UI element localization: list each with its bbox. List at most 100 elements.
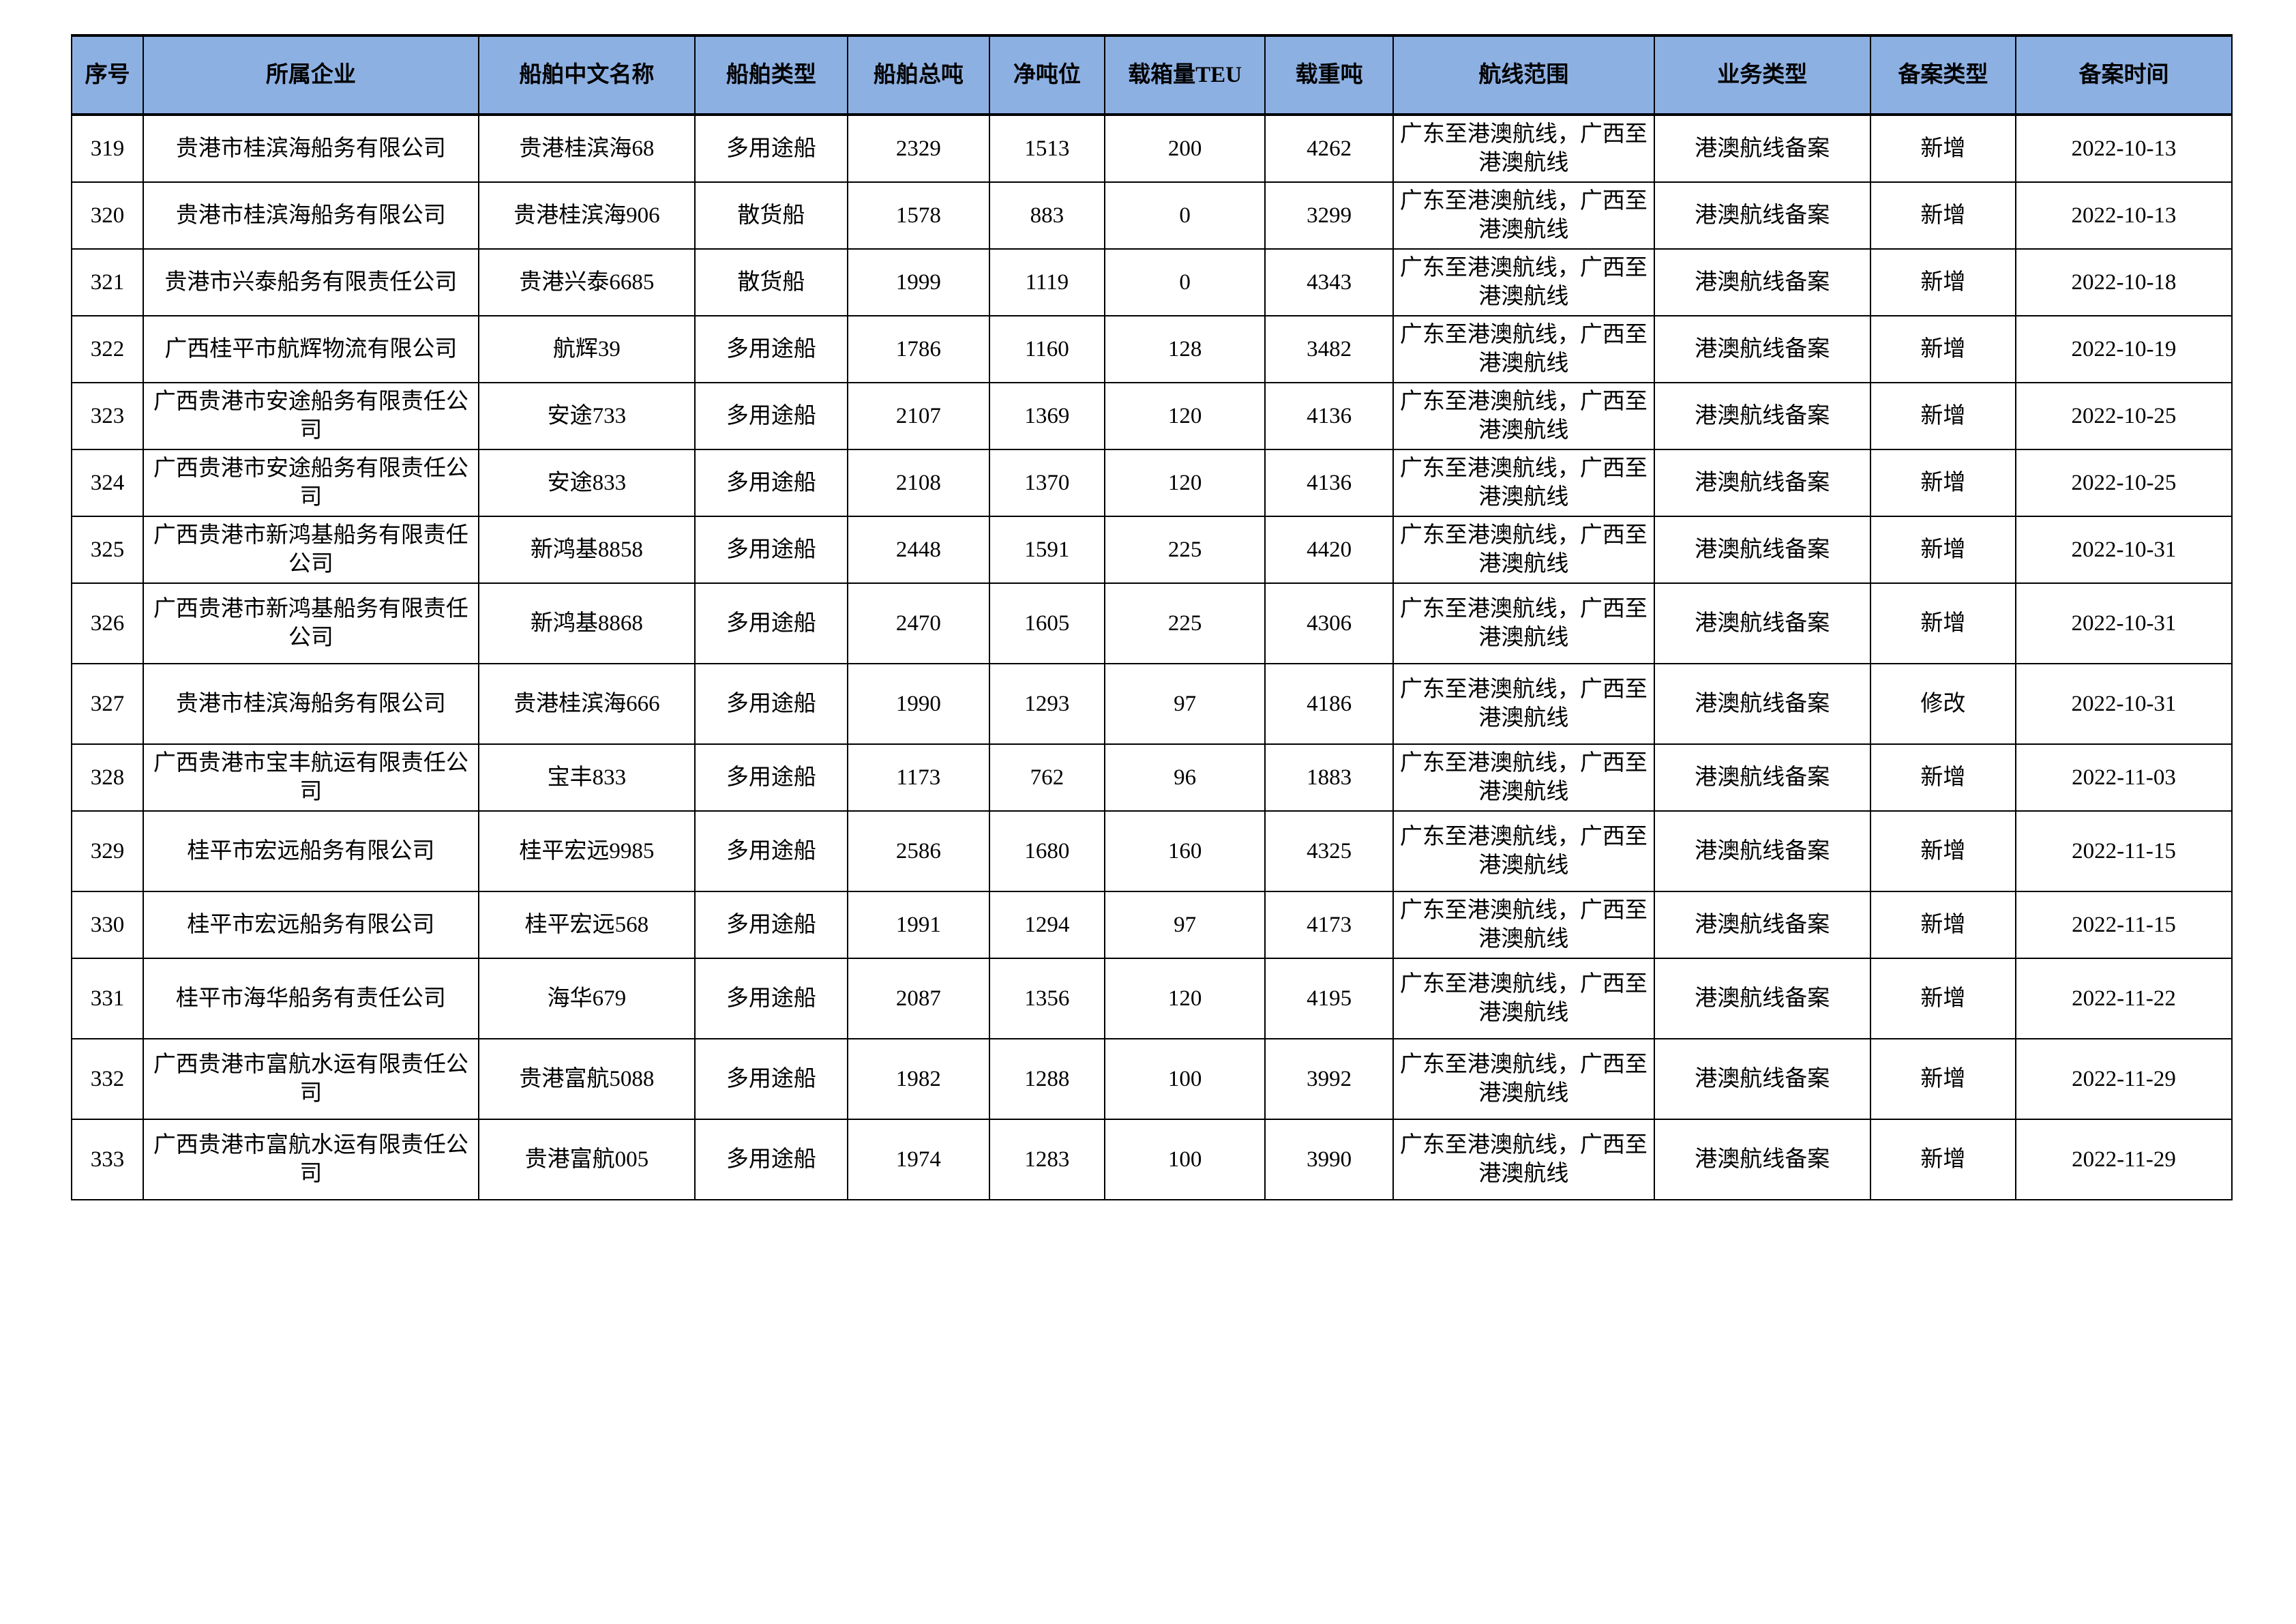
cell-recdate[interactable]: 2022-10-13: [2014, 181, 2233, 250]
cell-shiptype[interactable]: 多用途船: [694, 663, 848, 745]
cell-company[interactable]: 广西贵港市新鸿基船务有限责任公司: [142, 582, 479, 664]
cell-seq[interactable]: 328: [71, 743, 144, 812]
cell-teu[interactable]: 96: [1104, 743, 1266, 812]
cell-rectype[interactable]: 新增: [1869, 114, 2016, 183]
cell-biz[interactable]: 港澳航线备案: [1653, 958, 1871, 1039]
cell-teu[interactable]: 100: [1104, 1119, 1266, 1200]
cell-company[interactable]: 贵港市桂滨海船务有限公司: [142, 114, 479, 183]
cell-gross[interactable]: 2329: [846, 114, 990, 183]
cell-gross[interactable]: 1991: [846, 891, 990, 959]
cell-biz[interactable]: 港澳航线备案: [1653, 743, 1871, 812]
cell-biz[interactable]: 港澳航线备案: [1653, 248, 1871, 316]
cell-teu[interactable]: 225: [1104, 516, 1266, 584]
cell-biz[interactable]: 港澳航线备案: [1653, 181, 1871, 250]
cell-recdate[interactable]: 2022-11-03: [2014, 743, 2233, 812]
cell-biz[interactable]: 港澳航线备案: [1653, 1119, 1871, 1200]
cell-net[interactable]: 1283: [988, 1119, 1106, 1200]
cell-recdate[interactable]: 2022-11-29: [2014, 1119, 2233, 1200]
column-header-dwt[interactable]: 载重吨: [1264, 34, 1395, 116]
cell-teu[interactable]: 200: [1104, 114, 1266, 183]
cell-net[interactable]: 1513: [988, 114, 1106, 183]
cell-dwt[interactable]: 4325: [1264, 810, 1395, 892]
cell-shiptype[interactable]: 多用途船: [694, 114, 848, 183]
cell-net[interactable]: 1119: [988, 248, 1106, 316]
cell-shipname[interactable]: 新鸿基8858: [477, 516, 696, 584]
cell-shiptype[interactable]: 多用途船: [694, 582, 848, 664]
column-header-route[interactable]: 航线范围: [1392, 34, 1655, 116]
cell-biz[interactable]: 港澳航线备案: [1653, 315, 1871, 383]
cell-gross[interactable]: 1786: [846, 315, 990, 383]
cell-shiptype[interactable]: 多用途船: [694, 315, 848, 383]
column-header-teu[interactable]: 载箱量TEU: [1104, 34, 1266, 116]
cell-seq[interactable]: 325: [71, 516, 144, 584]
cell-shipname[interactable]: 航辉39: [477, 315, 696, 383]
cell-teu[interactable]: 160: [1104, 810, 1266, 892]
cell-gross[interactable]: 2586: [846, 810, 990, 892]
column-header-net[interactable]: 净吨位: [988, 34, 1106, 116]
cell-teu[interactable]: 120: [1104, 382, 1266, 450]
cell-rectype[interactable]: 修改: [1869, 663, 2016, 745]
cell-company[interactable]: 广西贵港市新鸿基船务有限责任公司: [142, 516, 479, 584]
cell-route[interactable]: 广东至港澳航线，广西至港澳航线: [1392, 663, 1655, 745]
cell-seq[interactable]: 322: [71, 315, 144, 383]
cell-rectype[interactable]: 新增: [1869, 891, 2016, 959]
cell-rectype[interactable]: 新增: [1869, 181, 2016, 250]
cell-dwt[interactable]: 4136: [1264, 449, 1395, 517]
cell-rectype[interactable]: 新增: [1869, 582, 2016, 664]
cell-seq[interactable]: 319: [71, 114, 144, 183]
cell-biz[interactable]: 港澳航线备案: [1653, 382, 1871, 450]
cell-shipname[interactable]: 贵港富航5088: [477, 1038, 696, 1120]
cell-shipname[interactable]: 桂平宏远9985: [477, 810, 696, 892]
cell-rectype[interactable]: 新增: [1869, 1119, 2016, 1200]
cell-company[interactable]: 广西贵港市安途船务有限责任公司: [142, 382, 479, 450]
cell-teu[interactable]: 225: [1104, 582, 1266, 664]
cell-shipname[interactable]: 桂平宏远568: [477, 891, 696, 959]
cell-recdate[interactable]: 2022-10-31: [2014, 582, 2233, 664]
cell-gross[interactable]: 1982: [846, 1038, 990, 1120]
cell-teu[interactable]: 97: [1104, 891, 1266, 959]
cell-recdate[interactable]: 2022-11-29: [2014, 1038, 2233, 1120]
cell-net[interactable]: 1294: [988, 891, 1106, 959]
cell-shiptype[interactable]: 多用途船: [694, 382, 848, 450]
cell-recdate[interactable]: 2022-11-22: [2014, 958, 2233, 1039]
cell-teu[interactable]: 97: [1104, 663, 1266, 745]
cell-shiptype[interactable]: 多用途船: [694, 891, 848, 959]
cell-teu[interactable]: 120: [1104, 449, 1266, 517]
cell-dwt[interactable]: 3992: [1264, 1038, 1395, 1120]
cell-rectype[interactable]: 新增: [1869, 743, 2016, 812]
cell-route[interactable]: 广东至港澳航线，广西至港澳航线: [1392, 449, 1655, 517]
cell-route[interactable]: 广东至港澳航线，广西至港澳航线: [1392, 248, 1655, 316]
cell-company[interactable]: 贵港市桂滨海船务有限公司: [142, 663, 479, 745]
cell-shiptype[interactable]: 多用途船: [694, 810, 848, 892]
cell-company[interactable]: 贵港市兴泰船务有限责任公司: [142, 248, 479, 316]
cell-recdate[interactable]: 2022-10-13: [2014, 114, 2233, 183]
cell-dwt[interactable]: 4306: [1264, 582, 1395, 664]
cell-net[interactable]: 762: [988, 743, 1106, 812]
cell-gross[interactable]: 1990: [846, 663, 990, 745]
cell-dwt[interactable]: 4195: [1264, 958, 1395, 1039]
cell-net[interactable]: 1160: [988, 315, 1106, 383]
cell-rectype[interactable]: 新增: [1869, 315, 2016, 383]
cell-company[interactable]: 广西贵港市富航水运有限责任公司: [142, 1119, 479, 1200]
cell-dwt[interactable]: 3482: [1264, 315, 1395, 383]
column-header-recdate[interactable]: 备案时间: [2014, 34, 2233, 116]
cell-shipname[interactable]: 安途733: [477, 382, 696, 450]
cell-rectype[interactable]: 新增: [1869, 449, 2016, 517]
cell-gross[interactable]: 2108: [846, 449, 990, 517]
column-header-seq[interactable]: 序号: [71, 34, 144, 116]
cell-teu[interactable]: 128: [1104, 315, 1266, 383]
cell-seq[interactable]: 323: [71, 382, 144, 450]
cell-net[interactable]: 1293: [988, 663, 1106, 745]
cell-net[interactable]: 883: [988, 181, 1106, 250]
cell-biz[interactable]: 港澳航线备案: [1653, 114, 1871, 183]
cell-recdate[interactable]: 2022-10-18: [2014, 248, 2233, 316]
cell-rectype[interactable]: 新增: [1869, 1038, 2016, 1120]
cell-route[interactable]: 广东至港澳航线，广西至港澳航线: [1392, 114, 1655, 183]
cell-seq[interactable]: 329: [71, 810, 144, 892]
cell-shipname[interactable]: 贵港桂滨海906: [477, 181, 696, 250]
cell-net[interactable]: 1356: [988, 958, 1106, 1039]
cell-teu[interactable]: 0: [1104, 181, 1266, 250]
cell-route[interactable]: 广东至港澳航线，广西至港澳航线: [1392, 315, 1655, 383]
cell-shiptype[interactable]: 多用途船: [694, 1119, 848, 1200]
column-header-biz[interactable]: 业务类型: [1653, 34, 1871, 116]
